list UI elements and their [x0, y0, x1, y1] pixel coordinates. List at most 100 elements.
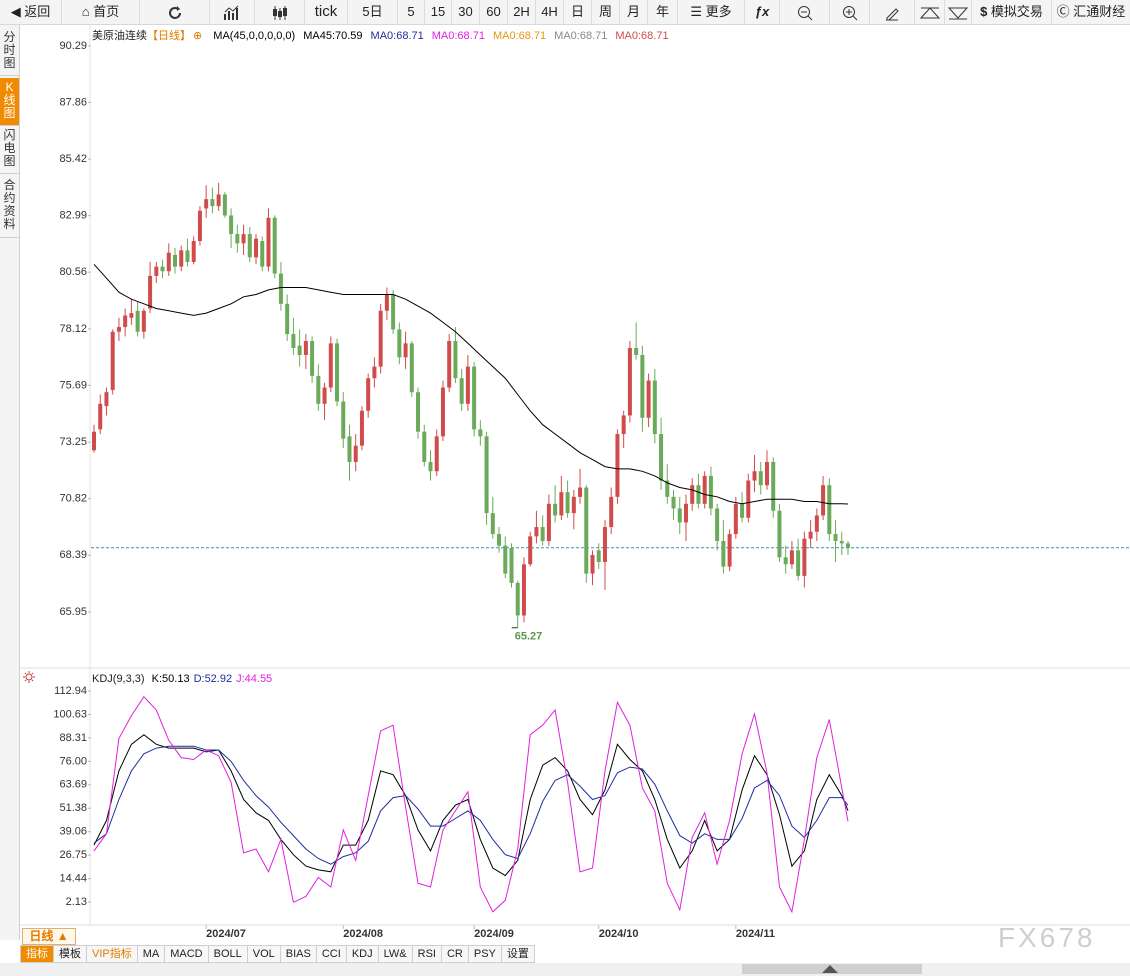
indicator-tab[interactable]: 指标: [20, 945, 54, 963]
home-button[interactable]: ⌂ 首页: [62, 0, 140, 24]
legend-entry: MA(45,0,0,0,0,0): [213, 30, 296, 42]
candle-body: [665, 480, 670, 497]
kdj-legend-entry: K:50.13: [151, 673, 190, 685]
candle-body: [378, 310, 383, 367]
candle-body: [521, 564, 526, 616]
candle-body: [285, 303, 290, 335]
candle-body: [222, 194, 227, 216]
period-button[interactable]: 15: [425, 0, 452, 24]
y-tick-label: 68.39: [59, 549, 87, 561]
period-button[interactable]: 5: [398, 0, 425, 24]
instrument-title: 美原油连续: [92, 30, 147, 42]
kdj-legend: KDJ(9,3,3) K:50.13 D:52.92 J:44.55: [92, 673, 276, 685]
candle-body: [328, 343, 333, 388]
period-button[interactable]: 年: [648, 0, 678, 24]
scrollbar[interactable]: [0, 963, 1130, 976]
brand-button[interactable]: Ⓒ 汇通财经: [1056, 4, 1126, 19]
zoom-in-button[interactable]: [830, 0, 870, 24]
candle-body: [266, 217, 271, 267]
candle-body: [740, 503, 745, 518]
indicator-tab[interactable]: CR: [441, 945, 469, 963]
candle-body: [465, 366, 470, 404]
indicator-tab[interactable]: VOL: [247, 945, 281, 963]
period-button[interactable]: 4H: [536, 0, 564, 24]
candle-body: [571, 496, 576, 514]
sidebar-tab[interactable]: 合约资料: [0, 176, 19, 238]
toolbar: ◀ 返回 ⌂ 首页 tick 5日 5 15 30 60 2H 4H 日 周 月…: [0, 0, 1130, 25]
zoom-out-button[interactable]: [780, 0, 830, 24]
candle-body: [272, 217, 277, 274]
y-tick-label: 65.95: [59, 606, 87, 618]
sim-button[interactable]: $ 模拟交易: [972, 0, 1052, 24]
tick-button[interactable]: tick: [305, 0, 348, 24]
price-legend: 美原油连续【日线】 ⊕ MA(45,0,0,0,0,0) MA45:70.59 MA0…: [92, 27, 677, 43]
y-tick-label: 90.29: [59, 40, 87, 52]
kdj-tick-label: 14.44: [59, 872, 87, 884]
period-button[interactable]: 30: [452, 0, 480, 24]
y-tick-label: 73.25: [59, 436, 87, 448]
indicator-tab[interactable]: MA: [137, 945, 166, 963]
sidebar-tab[interactable]: 分时图: [0, 28, 19, 76]
indicator-tab[interactable]: CCI: [316, 945, 347, 963]
candle-body: [596, 550, 601, 562]
refresh-button[interactable]: [140, 0, 210, 24]
sidebar-tab-active[interactable]: K线图: [0, 78, 19, 126]
back-button[interactable]: ◀ 返回: [0, 0, 62, 24]
period-button[interactable]: 60: [480, 0, 508, 24]
down-button[interactable]: [945, 0, 972, 24]
candle-body: [260, 241, 265, 267]
candle-body: [683, 503, 688, 523]
low-label: 65.27: [515, 631, 543, 643]
y-tick-label: 78.12: [59, 323, 87, 335]
candle-body: [341, 401, 346, 439]
indicator-tab[interactable]: PSY: [468, 945, 502, 963]
formula-button[interactable]: ƒx: [745, 0, 780, 24]
candle-body: [565, 492, 570, 514]
candle-body: [659, 434, 664, 481]
period-button[interactable]: 月: [620, 0, 648, 24]
kdj-legend-entry: J:44.55: [236, 673, 273, 685]
candle-body: [584, 487, 589, 574]
candle-body: [640, 354, 645, 418]
candle-body: [833, 534, 838, 542]
candle-body: [621, 415, 626, 435]
candle-body: [98, 403, 103, 430]
candle-body: [758, 471, 763, 486]
zoom-out-icon: [797, 5, 812, 20]
period-button[interactable]: 5日: [348, 0, 398, 24]
indicator-tab[interactable]: 设置: [501, 945, 535, 963]
candle-body: [141, 310, 146, 332]
period-button[interactable]: 周: [592, 0, 620, 24]
indicator-tab[interactable]: KDJ: [346, 945, 379, 963]
sidebar-tab[interactable]: 闪电图: [0, 126, 19, 174]
kdj-tick-label: 76.00: [59, 755, 87, 767]
brand-label: 汇通财经: [1073, 4, 1126, 19]
candle-body: [359, 410, 364, 446]
candle-body: [472, 366, 477, 430]
candle-button[interactable]: [255, 0, 305, 24]
candle-body: [210, 199, 215, 207]
up-button[interactable]: [915, 0, 945, 24]
candle-body: [353, 445, 358, 462]
indicator-tab[interactable]: BOLL: [208, 945, 248, 963]
indicator-tab[interactable]: RSI: [412, 945, 442, 963]
period-button[interactable]: 2H: [508, 0, 536, 24]
kdj-tick-label: 26.75: [59, 849, 87, 861]
candle-body: [646, 380, 651, 418]
draw-button[interactable]: [870, 0, 915, 24]
period-button[interactable]: 日: [564, 0, 592, 24]
line-chart-button[interactable]: [210, 0, 255, 24]
settings-icon[interactable]: [23, 671, 35, 683]
indicator-tab[interactable]: LW&: [378, 945, 413, 963]
indicator-tab[interactable]: BIAS: [280, 945, 317, 963]
period-selector[interactable]: 日线 ▲: [22, 928, 76, 945]
candle-body: [671, 496, 676, 509]
candle-body: [702, 475, 707, 504]
kdj-tick-label: 39.06: [59, 826, 87, 838]
indicator-tab[interactable]: MACD: [165, 945, 209, 963]
indicator-tab[interactable]: 模板: [54, 945, 87, 963]
more-button[interactable]: ☰ 更多: [678, 0, 745, 24]
indicator-tab[interactable]: VIP指标: [87, 945, 138, 963]
candle-body: [241, 234, 246, 244]
candle-body: [335, 343, 340, 402]
